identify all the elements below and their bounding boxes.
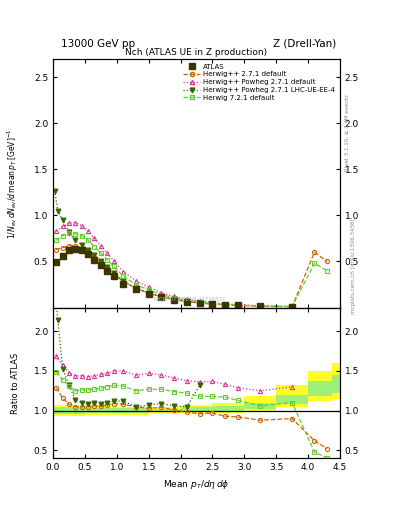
Y-axis label: $1/N_{ev}\,dN_{ev}/d\,\mathrm{mean}\,p_T\,[\mathrm{GeV}]^{-1}$: $1/N_{ev}\,dN_{ev}/d\,\mathrm{mean}\,p_T… <box>6 128 20 239</box>
Text: 13000 GeV pp: 13000 GeV pp <box>61 38 135 49</box>
Text: MCPLOTS 2019  I1736531: MCPLOTS 2019 I1736531 <box>154 297 226 302</box>
Text: Z (Drell-Yan): Z (Drell-Yan) <box>273 38 336 49</box>
Legend: ATLAS, Herwig++ 2.7.1 default, Herwig++ Powheg 2.7.1 default, Herwig++ Powheg 2.: ATLAS, Herwig++ 2.7.1 default, Herwig++ … <box>182 62 336 102</box>
Y-axis label: Ratio to ATLAS: Ratio to ATLAS <box>11 352 20 414</box>
Text: Rivet 3.1.10, ≥ 3.4M events: Rivet 3.1.10, ≥ 3.4M events <box>345 95 350 172</box>
X-axis label: Mean $p_T/d\eta\,d\phi$: Mean $p_T/d\eta\,d\phi$ <box>163 478 230 490</box>
Title: Nch (ATLAS UE in Z production): Nch (ATLAS UE in Z production) <box>125 48 268 57</box>
Text: mcplots.cern.ch [arXiv:1306.3436]: mcplots.cern.ch [arXiv:1306.3436] <box>351 219 356 314</box>
